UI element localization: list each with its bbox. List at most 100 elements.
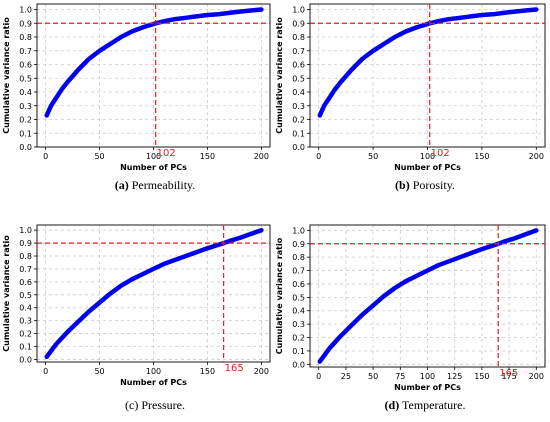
- y-tick-label: 0.9: [292, 19, 305, 28]
- y-tick-label: 0.4: [19, 304, 32, 313]
- axes-frame: [36, 3, 271, 148]
- threshold-label: 165: [225, 363, 244, 374]
- x-tick-label: 100: [146, 152, 161, 161]
- chart-c: 0 50 100 150 200 0.0 0.1 0.2 0.3 0.4 0.5 0.6 0.7 0.8 0…: [2, 224, 271, 387]
- x-tick-label: 0: [43, 367, 48, 376]
- y-tick-label: 0.2: [292, 116, 305, 125]
- caption-b-label: (b): [395, 178, 410, 192]
- y-tick-label: 1.0: [292, 6, 305, 15]
- threshold-label: 102: [431, 148, 450, 159]
- y-tick-label: 0.1: [19, 342, 32, 351]
- y-tick-label: 0.8: [292, 33, 305, 42]
- x-tick-label: 0: [316, 372, 321, 381]
- x-axis-label: Number of PCs: [394, 163, 461, 172]
- x-tick-label: 0: [43, 152, 48, 161]
- y-tick-label: 0.3: [19, 102, 32, 111]
- x-tick-label: 50: [368, 372, 378, 381]
- y-tick-label: 0.0: [292, 143, 305, 152]
- series-line: [44, 227, 264, 360]
- caption-b: (b) Porosity.: [330, 178, 520, 193]
- series-line: [317, 7, 539, 118]
- caption-a-label: (a): [114, 178, 129, 192]
- x-tick-label: 175: [501, 372, 516, 381]
- caption-c: (c) Pressure.: [60, 398, 250, 413]
- y-tick-label: 0.1: [19, 129, 32, 138]
- x-tick-label: 200: [254, 367, 269, 376]
- y-tick-label: 0.9: [19, 239, 32, 248]
- x-tick-label: 0: [316, 152, 321, 161]
- y-tick-label: 0.4: [292, 307, 305, 316]
- x-tick-label: 25: [341, 372, 351, 381]
- y-tick-label: 0.8: [292, 253, 305, 262]
- axes-frame: [309, 3, 546, 148]
- y-tick-label: 0.7: [19, 265, 32, 274]
- x-tick-label: 75: [395, 372, 405, 381]
- y-tick-label: 0.7: [19, 47, 32, 56]
- y-tick-label: 0.4: [19, 88, 32, 97]
- x-tick-label: 150: [200, 367, 215, 376]
- x-axis-label: Number of PCs: [120, 163, 187, 172]
- x-tick-label: 200: [529, 152, 544, 161]
- axes-frame: [36, 224, 271, 363]
- y-tick-label: 0.7: [292, 47, 305, 56]
- y-axis-label: Cumulative variance ratio: [2, 17, 11, 134]
- y-tick-label: 1.0: [292, 226, 305, 235]
- caption-c-text: Pressure.: [141, 398, 185, 412]
- y-tick-label: 0.8: [19, 252, 32, 261]
- y-tick-label: 0.0: [19, 355, 32, 364]
- x-tick-label: 150: [474, 372, 489, 381]
- x-tick-label: 200: [254, 152, 269, 161]
- caption-a-text: Permeability.: [131, 178, 196, 192]
- y-tick-label: 0.8: [19, 33, 32, 42]
- y-tick-label: 0.5: [19, 74, 32, 83]
- y-tick-label: 0.5: [19, 291, 32, 300]
- threshold-label: 102: [157, 148, 176, 159]
- y-tick-label: 0.1: [292, 129, 305, 138]
- y-tick-label: 1.0: [19, 226, 32, 235]
- chart-d: 0 25 50 75 100 125 150 175 200 0.0 0.1 0.2 0.3 0.4 0.5…: [275, 224, 546, 392]
- y-tick-label: 0.2: [292, 334, 305, 343]
- series-line: [317, 228, 539, 364]
- x-tick-label: 100: [420, 372, 435, 381]
- y-tick-label: 0.6: [292, 280, 305, 289]
- x-tick-label: 100: [420, 152, 435, 161]
- series-line: [44, 7, 264, 118]
- caption-d-text: Temperature.: [402, 398, 466, 412]
- y-tick-label: 0.5: [292, 293, 305, 302]
- y-tick-label: 0.2: [19, 330, 32, 339]
- y-tick-label: 0.1: [292, 347, 305, 356]
- x-tick-label: 50: [94, 152, 104, 161]
- x-tick-label: 150: [474, 152, 489, 161]
- caption-a: (a) Permeability.: [60, 178, 250, 193]
- x-tick-label: 200: [529, 372, 544, 381]
- y-tick-label: 0.6: [292, 61, 305, 70]
- caption-b-text: Porosity.: [412, 178, 455, 192]
- caption-c-label: (c): [125, 398, 139, 412]
- x-tick-label: 50: [368, 152, 378, 161]
- y-tick-label: 0.9: [292, 240, 305, 249]
- y-tick-label: 0.3: [19, 317, 32, 326]
- y-tick-label: 1.0: [19, 6, 32, 15]
- y-axis-label: Cumulative variance ratio: [275, 237, 284, 354]
- y-tick-label: 0.4: [292, 88, 305, 97]
- x-tick-label: 50: [94, 367, 104, 376]
- y-tick-label: 0.5: [292, 74, 305, 83]
- x-axis-label: Number of PCs: [120, 378, 187, 387]
- x-tick-label: 150: [200, 152, 215, 161]
- y-tick-label: 0.3: [292, 102, 305, 111]
- y-tick-label: 0.0: [19, 143, 32, 152]
- caption-d: (d) Temperature.: [330, 398, 520, 413]
- y-tick-label: 0.0: [292, 360, 305, 369]
- caption-d-label: (d): [384, 398, 400, 412]
- y-tick-label: 0.3: [292, 320, 305, 329]
- y-tick-label: 0.2: [19, 116, 32, 125]
- x-tick-label: 125: [447, 372, 462, 381]
- x-axis-label: Number of PCs: [394, 383, 461, 392]
- x-tick-label: 100: [146, 367, 161, 376]
- y-tick-label: 0.7: [292, 267, 305, 276]
- chart-a: 0 50 100 150 200 0.0 0.1 0.2 0.3 0.4 0.5 0.6 0.7 0.8 0…: [2, 3, 271, 172]
- y-axis-label: Cumulative variance ratio: [275, 17, 284, 134]
- y-axis-label: Cumulative variance ratio: [2, 235, 11, 352]
- y-tick-label: 0.6: [19, 61, 32, 70]
- y-tick-label: 0.6: [19, 278, 32, 287]
